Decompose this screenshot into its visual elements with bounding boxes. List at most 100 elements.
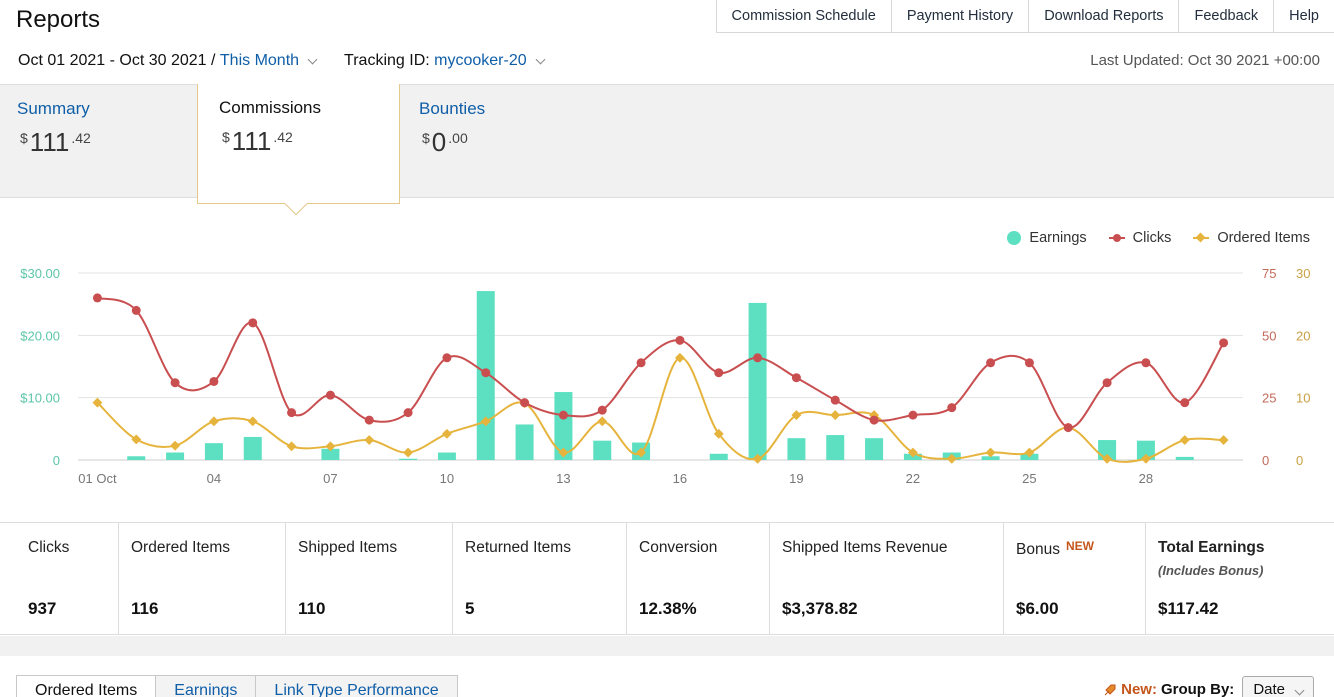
group-by-selected: Date [1253,681,1285,697]
right-axis-clicks-tick: 75 [1262,266,1276,281]
rocket-icon [1104,684,1116,695]
amount-whole: 0 [431,127,447,157]
left-axis-tick: $10.00 [20,391,60,406]
ordered-items-point [713,428,724,439]
ordered-items-point [286,441,297,452]
earnings-bar [1175,456,1194,460]
x-axis-tick: 01 Oct [78,471,117,486]
ordered-items-point [1102,453,1113,464]
earnings-bar [981,456,1000,460]
stat-label: Clicks [28,539,70,556]
x-axis-tick: 04 [207,471,221,486]
ordered-items-point [830,410,841,421]
earnings-bar [437,452,456,460]
clicks-point [442,353,452,363]
earnings-bar [515,424,534,460]
bounties-tile[interactable]: Bounties $ 0 .00 [402,85,602,199]
currency-symbol: $ [422,130,430,146]
ordered-items-point [636,447,647,458]
tab-link-type-performance[interactable]: Link Type Performance [255,675,458,697]
clicks-point [714,368,724,378]
earnings-bar [127,456,146,460]
legend-earnings[interactable]: Earnings [1007,230,1087,246]
ordered-items-point [1140,453,1151,464]
chevron-down-icon[interactable] [535,54,546,64]
stat-value: $6.00 [1016,599,1059,618]
bounties-amount: $ 0 .00 [422,127,468,158]
ordered-items-point [985,447,996,458]
chevron-down-icon[interactable] [307,54,318,64]
payment-history-link[interactable]: Payment History [892,0,1030,32]
clicks-point [1180,398,1190,408]
clicks-point [248,318,258,328]
chevron-down-icon [1294,685,1305,696]
stat-value: $117.42 [1158,599,1219,618]
clicks-point [1102,378,1112,388]
ordered-items-point [674,352,685,363]
feedback-link[interactable]: Feedback [1179,0,1275,32]
clicks-point [1024,358,1034,368]
tab-earnings[interactable]: Earnings [155,675,257,697]
period-dropdown[interactable]: This Month [219,52,300,69]
summary-tile-label[interactable]: Summary [17,99,90,118]
clicks-point [520,398,530,408]
download-reports-link[interactable]: Download Reports [1029,0,1180,32]
legend-clicks[interactable]: Clicks [1108,230,1171,246]
x-axis-tick: 07 [323,471,337,486]
group-by-label: Group By: [1160,681,1235,697]
tracking-id-label: Tracking ID: [344,52,435,69]
bounties-tile-label[interactable]: Bounties [419,99,486,118]
clicks-point [209,376,219,386]
commissions-tile[interactable]: Commissions $ 111 .42 [197,84,400,216]
right-axis-clicks-tick: 50 [1262,328,1276,343]
group-by-select[interactable]: Date [1242,676,1314,697]
commissions-amount: $ 111 .42 [222,126,293,157]
ordered-items-point [92,397,103,408]
legend-ordered-items[interactable]: Ordered Items [1193,230,1310,246]
left-axis-tick: 0 [53,453,60,468]
tracking-id-selector[interactable]: Tracking ID: mycooker-20 [344,52,546,70]
ordered-items-point [752,453,763,464]
stat-label-bonus: Bonus NEW [1016,539,1094,559]
x-axis-tick: 16 [673,471,687,486]
commissions-tile-label[interactable]: Commissions [219,98,322,117]
earnings-bar [709,453,728,460]
clicks-point [791,373,801,383]
stat-clicks: Clicks 937 [0,523,119,634]
stat-label: Returned Items [465,539,571,556]
clicks-point [947,403,957,413]
ordered-items-point [131,434,142,445]
right-axis-ordered-tick: 0 [1296,453,1303,468]
tracking-id-value[interactable]: mycooker-20 [434,52,527,69]
commission-schedule-link[interactable]: Commission Schedule [717,0,892,32]
clicks-point [325,390,335,400]
ordered-items-point [907,447,918,458]
clicks-point [92,293,102,303]
left-axis-tick: $30.00 [20,266,60,281]
earnings-bar [1136,440,1155,460]
stat-label: Bonus [1016,541,1060,558]
earnings-bar [593,440,612,460]
amount-whole: 111 [231,126,272,156]
amount-cents: .42 [273,129,293,145]
clicks-point [170,378,180,388]
ordered-items-point [208,416,219,427]
ordered-items-point [1179,435,1190,446]
stat-shipped-items: Shipped Items 110 [286,523,453,634]
clicks-point [636,358,646,368]
new-badge: NEW [1065,539,1094,553]
earnings-bar [826,435,845,460]
page-title: Reports [16,6,101,33]
ordered-items-point [403,447,414,458]
ordered-items-point [1024,447,1035,458]
tab-ordered-items[interactable]: Ordered Items [16,675,157,697]
currency-symbol: $ [222,129,230,145]
help-link[interactable]: Help [1289,8,1319,24]
ordered-items-point [597,416,608,427]
clicks-point [481,368,491,378]
stat-ordered-items: Ordered Items 116 [119,523,286,634]
stat-label: Shipped Items Revenue [782,539,948,556]
left-axis-tick: $20.00 [20,328,60,343]
summary-tile[interactable]: Summary $ 111 .42 [0,85,200,199]
clicks-point [364,415,374,425]
